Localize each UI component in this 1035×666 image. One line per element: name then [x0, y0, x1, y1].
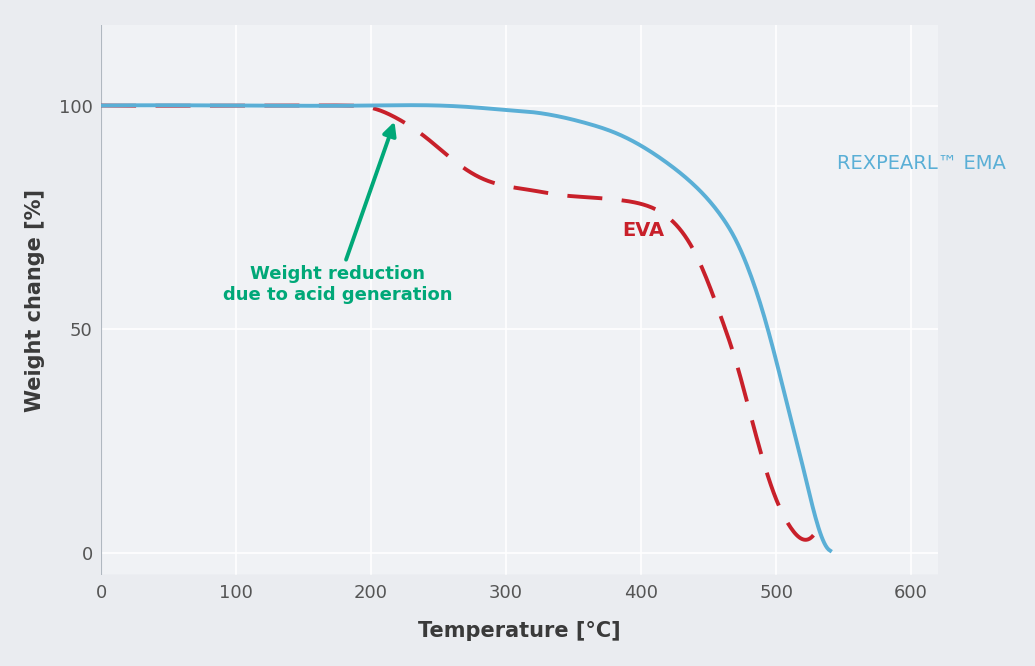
Text: REXPEARL™ EMA: REXPEARL™ EMA	[837, 154, 1006, 173]
Text: Weight reduction
due to acid generation: Weight reduction due to acid generation	[223, 126, 452, 304]
Y-axis label: Weight change [%]: Weight change [%]	[25, 188, 45, 412]
Text: EVA: EVA	[622, 221, 664, 240]
X-axis label: Temperature [°C]: Temperature [°C]	[418, 621, 621, 641]
